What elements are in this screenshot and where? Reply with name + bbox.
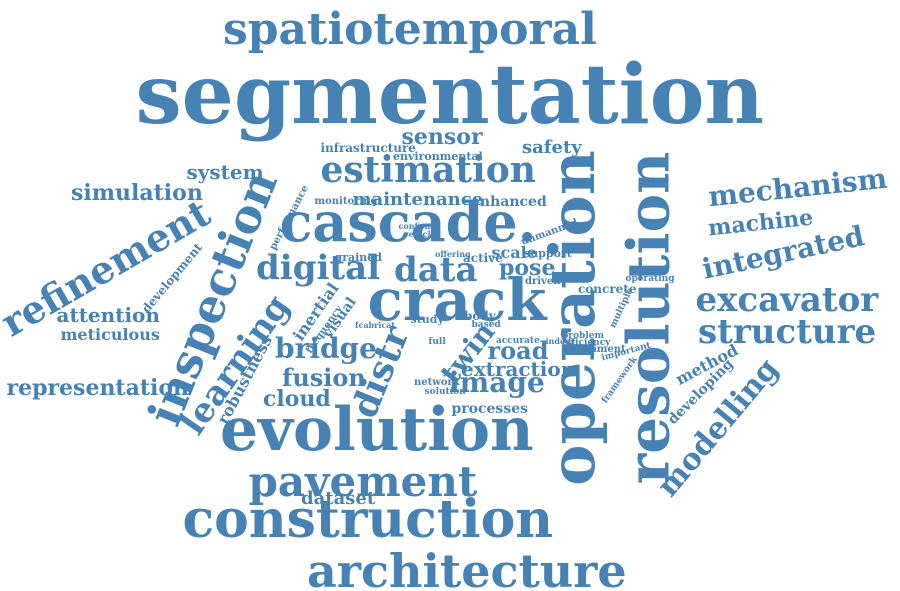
cloud-word: resolution: [613, 151, 682, 485]
cloud-word: concrete: [578, 282, 637, 296]
cloud-word: indoor: [545, 336, 575, 346]
cloud-word: processes: [451, 401, 529, 417]
cloud-word: system: [186, 160, 264, 184]
cloud-word: architecture: [307, 544, 627, 591]
cloud-word: extraction: [461, 357, 576, 381]
cloud-word: representation: [6, 375, 190, 401]
cloud-word: offering: [435, 249, 471, 259]
cloud-word: meticulous: [60, 325, 160, 344]
cloud-word: spatiotemporal: [223, 4, 597, 55]
cloud-word: maintenance: [352, 189, 484, 210]
cloud-word: road: [487, 336, 549, 365]
cloud-word: segmentation: [135, 47, 765, 143]
cloud-word: driven: [525, 276, 561, 287]
cloud-word: dataset: [301, 488, 376, 509]
cloud-word: efficiency: [562, 337, 611, 348]
cloud-word: scale: [491, 243, 537, 262]
cloud-word: simulation: [71, 180, 203, 206]
cloud-word: safety: [522, 137, 582, 158]
cloud-word: evolution: [220, 395, 534, 465]
cloud-word: pose: [499, 255, 556, 281]
cloud-word: sensor: [401, 124, 483, 150]
cloud-word: cascade.: [279, 190, 537, 254]
cloud-word: excavator: [695, 280, 879, 320]
cloud-word: accurate: [496, 335, 540, 346]
cloud-word: pavement: [248, 457, 478, 506]
cloud-word: body: [464, 309, 496, 323]
cloud-word: vehicle: [404, 229, 436, 239]
cloud-word: environmental: [393, 149, 483, 163]
cloud-word: based: [471, 319, 501, 330]
cloud-word: experiment: [562, 344, 626, 355]
cloud-word: image: [449, 366, 545, 399]
cloud-word: structure: [698, 312, 877, 352]
cloud-word: study: [410, 312, 444, 326]
cloud-word: cloud: [263, 386, 331, 412]
cloud-word: fusion: [282, 363, 366, 392]
cloud-word: bridge: [275, 332, 377, 365]
cloud-word: estimation: [320, 149, 536, 191]
cloud-word: operation: [535, 150, 609, 486]
cloud-word: fcabricat: [355, 320, 396, 330]
cloud-word: monitoring: [314, 196, 378, 207]
cloud-word: full: [428, 336, 446, 347]
cloud-word: infrastructure: [320, 141, 416, 155]
cloud-word: construction: [182, 489, 554, 550]
cloud-word: confirm: [398, 221, 434, 231]
cloud-word: crack: [367, 266, 547, 334]
cloud-word: operating: [625, 273, 675, 284]
cloud-word: problem: [562, 330, 604, 341]
cloud-word: data: [394, 250, 478, 290]
cloud-word: attention: [56, 303, 160, 327]
cloud-word: grained: [334, 250, 382, 264]
cloud-word: active: [463, 251, 503, 265]
cloud-word: digital: [256, 248, 381, 288]
cloud-word: support: [524, 246, 572, 260]
cloud-word: network: [414, 377, 460, 388]
cloud-word: enhanced: [471, 194, 547, 210]
cloud-word: solution: [424, 386, 466, 397]
cloud-word: mechanism: [706, 161, 889, 214]
